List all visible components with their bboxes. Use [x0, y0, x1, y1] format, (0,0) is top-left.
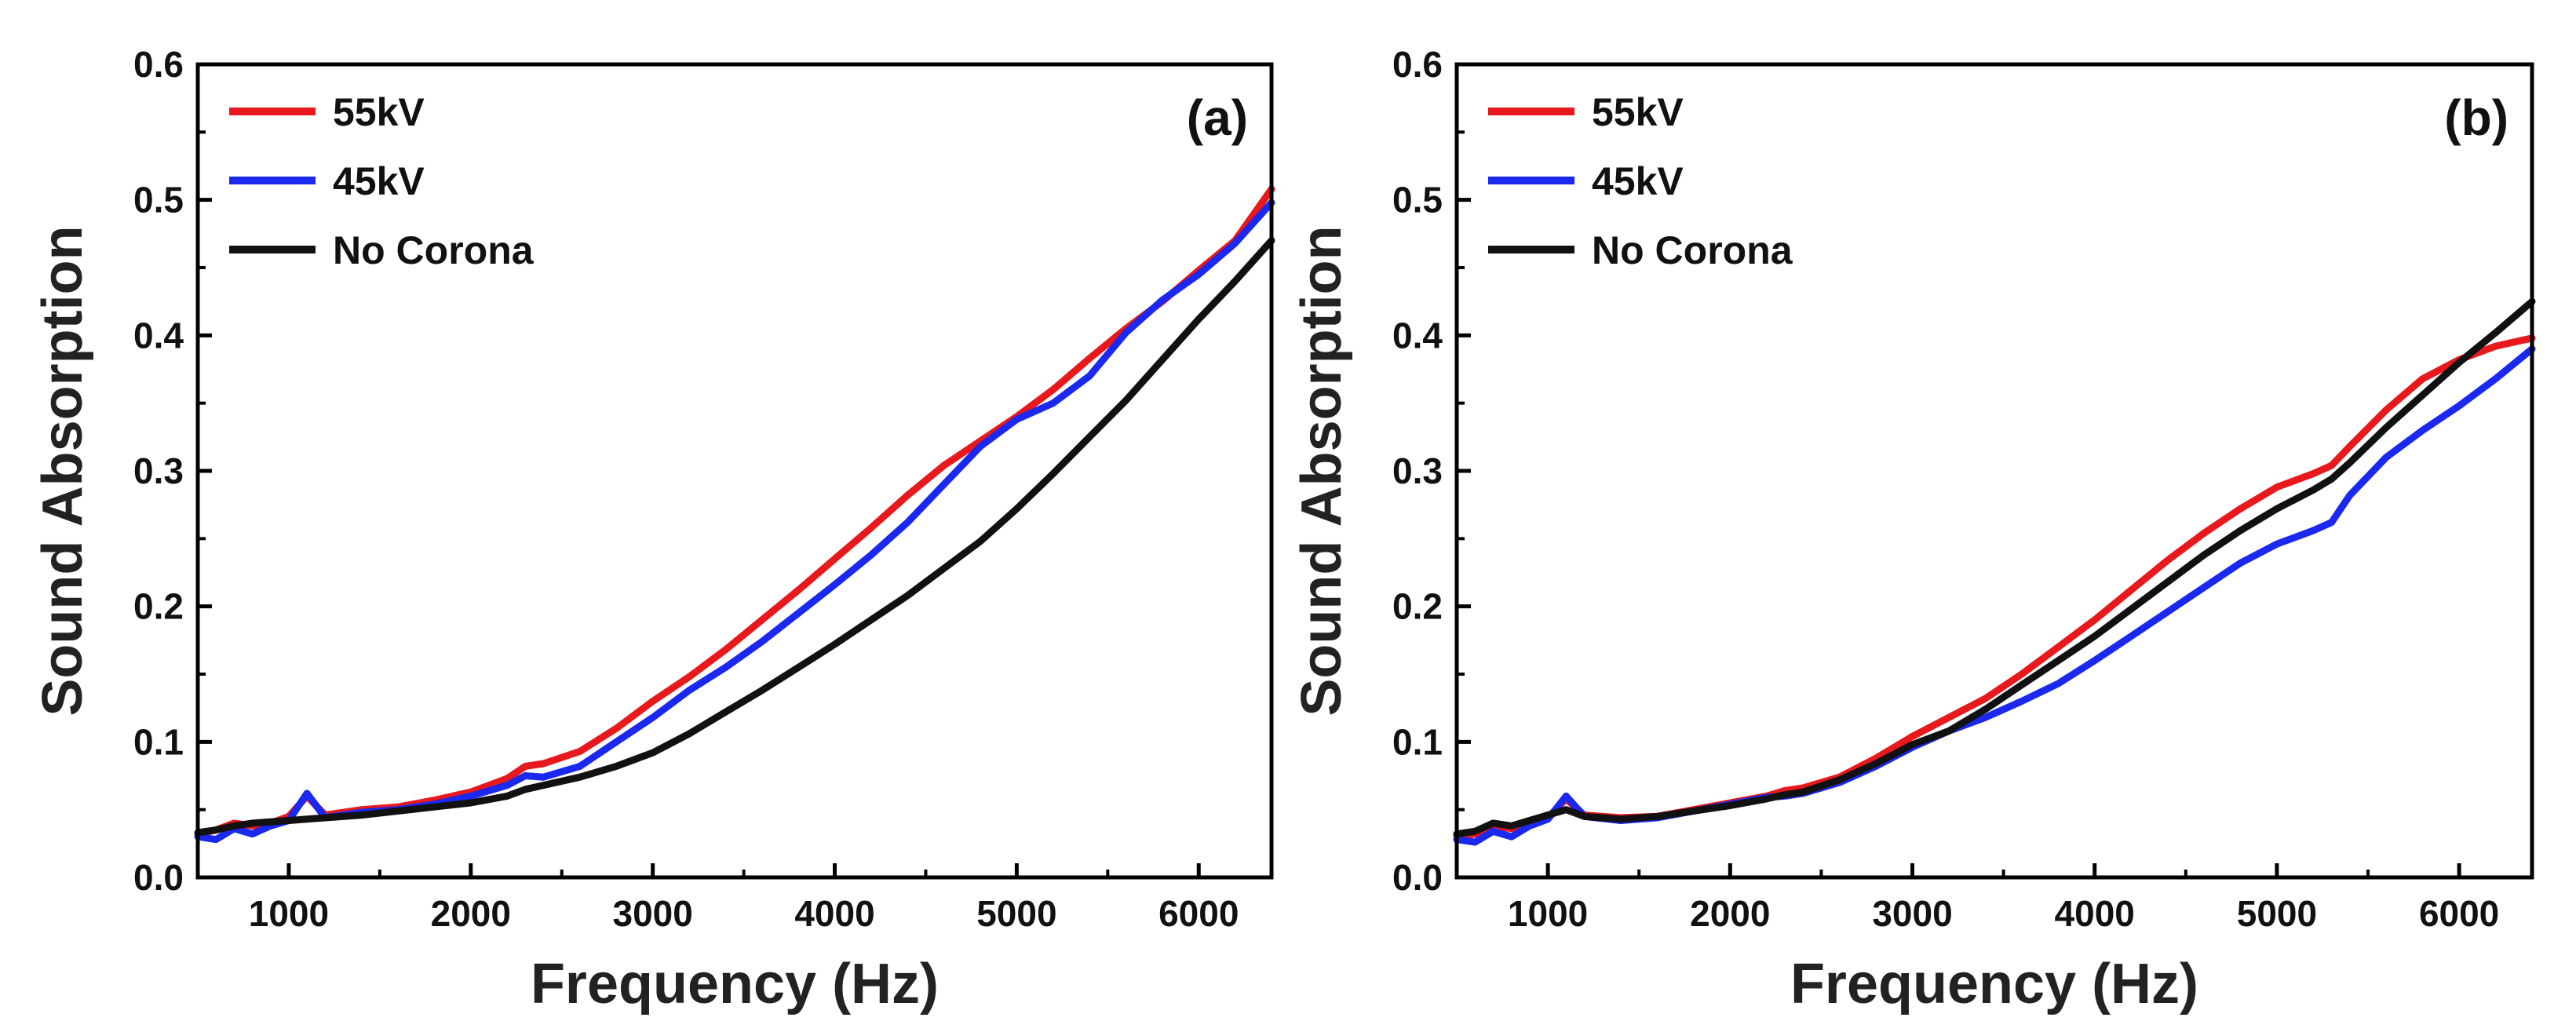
x-axis-title: Frequency (Hz) [1790, 953, 2198, 1016]
series-line-no-corona [194, 237, 1275, 837]
series-line-no-corona [1453, 297, 2536, 838]
x-tick-label: 1000 [249, 893, 329, 934]
y-tick-label: 0.4 [133, 315, 184, 356]
panel-label: (a) [1187, 89, 1248, 146]
x-tick-label: 1000 [1508, 893, 1588, 934]
y-tick-label: 0.2 [133, 586, 184, 627]
chart-panel-a: 1000 2000 3000 4000 5000 6000 0.0 0.1 0.2 0.3 0.4 0… [31, 44, 1275, 1016]
x-tick-label: 3000 [612, 893, 692, 934]
y-tick-label: 0.4 [1392, 315, 1443, 356]
legend-label-no-corona: No Corona [1592, 228, 1793, 272]
legend-label-55kv: 55kV [1592, 90, 1684, 134]
y-tick-label: 0.1 [1392, 721, 1443, 762]
x-tick-label: 3000 [1872, 893, 1952, 934]
y-tick-label: 0.0 [133, 857, 184, 898]
x-tick-label: 4000 [2055, 893, 2135, 934]
legend-label-45kv: 45kV [1592, 159, 1684, 203]
y-tick-label: 0.5 [1392, 180, 1443, 221]
x-tick-label: 2000 [1690, 893, 1770, 934]
y-tick-label: 0.0 [1392, 857, 1443, 898]
y-tick-label: 0.1 [133, 721, 184, 762]
y-tick-label: 0.6 [1392, 44, 1443, 85]
series-line-45kv [194, 199, 1275, 844]
y-tick-label: 0.6 [133, 44, 184, 85]
y-tick-label: 0.5 [133, 180, 184, 221]
x-axis-title: Frequency (Hz) [531, 953, 939, 1016]
x-tick-label: 2000 [431, 893, 511, 934]
chart-panel-b: 1000 2000 3000 4000 5000 6000 0.0 0.1 0.2 0.3 0.4 0… [1290, 44, 2536, 1016]
panel-label: (b) [2444, 89, 2508, 146]
legend-label-55kv: 55kV [333, 90, 425, 134]
legend-label-no-corona: No Corona [333, 228, 535, 272]
series-line-55kv [1453, 334, 2536, 841]
x-tick-label: 5000 [2237, 893, 2317, 934]
y-tick-label: 0.3 [1392, 450, 1443, 491]
legend-label-45kv: 45kV [333, 159, 425, 203]
y-axis-title: Sound Absorption [31, 225, 94, 716]
x-tick-label: 6000 [1158, 893, 1239, 934]
y-tick-label: 0.3 [133, 450, 184, 491]
series-line-55kv [194, 185, 1275, 838]
y-tick-label: 0.2 [1392, 586, 1443, 627]
y-axis-title: Sound Absorption [1290, 225, 1353, 716]
x-tick-label: 5000 [976, 893, 1056, 934]
x-tick-label: 6000 [2419, 893, 2499, 934]
x-tick-label: 4000 [794, 893, 874, 934]
